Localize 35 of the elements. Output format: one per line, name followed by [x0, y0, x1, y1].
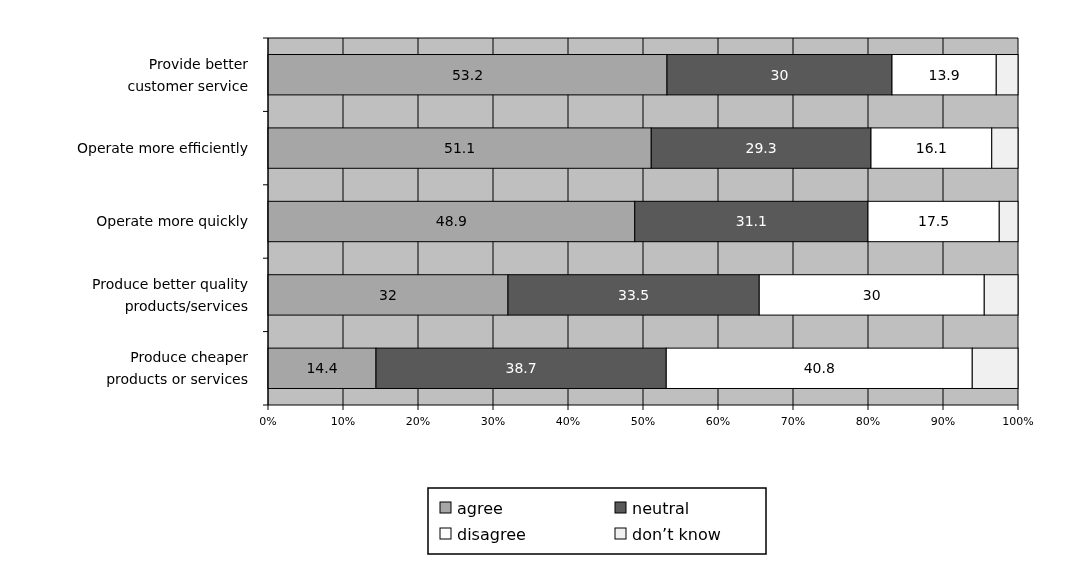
legend-label: don’t know: [632, 524, 721, 544]
x-tick-label: 80%: [855, 415, 881, 428]
legend-label: agree: [457, 498, 503, 518]
data-label: 14.4: [306, 360, 338, 377]
data-label: 40.8: [803, 360, 835, 377]
data-label: 53.2: [451, 66, 484, 83]
data-label: 33.5: [618, 286, 650, 303]
data-label: 48.9: [435, 213, 467, 230]
x-tick-label: 0%: [259, 415, 277, 428]
data-label: 38.7: [505, 360, 537, 377]
x-tick-label: 40%: [555, 415, 581, 428]
x-tick-label: 20%: [405, 415, 431, 428]
legend-label: disagree: [457, 524, 526, 544]
data-label: 13.9: [928, 66, 960, 83]
y-tick-label: Operate more efficiently: [76, 140, 248, 156]
x-tick-label: 60%: [705, 415, 731, 428]
x-tick-label: 90%: [930, 415, 956, 428]
x-tick-label: 100%: [1002, 415, 1034, 428]
legend-label: neutral: [632, 498, 690, 518]
y-tick-label: Produce cheaper products or services: [106, 349, 249, 388]
y-tick-label: Provide better customer service: [127, 55, 249, 94]
x-tick-label: 30%: [480, 415, 506, 428]
y-tick-label: Produce better quality products/services: [92, 275, 248, 314]
data-label: 32: [379, 286, 397, 303]
y-tick-label: Operate more quickly: [96, 213, 248, 230]
data-label: 16.1: [915, 140, 947, 156]
data-label: 17.5: [918, 213, 950, 230]
data-label: 51.1: [444, 140, 476, 156]
x-tick-label: 10%: [330, 415, 356, 428]
x-tick-label: 50%: [630, 415, 656, 428]
data-label: 30: [862, 286, 881, 303]
data-label: 29.3: [745, 140, 777, 156]
data-label: 31.1: [735, 213, 767, 230]
x-tick-label: 70%: [780, 415, 806, 428]
data-label: 30: [770, 66, 789, 83]
